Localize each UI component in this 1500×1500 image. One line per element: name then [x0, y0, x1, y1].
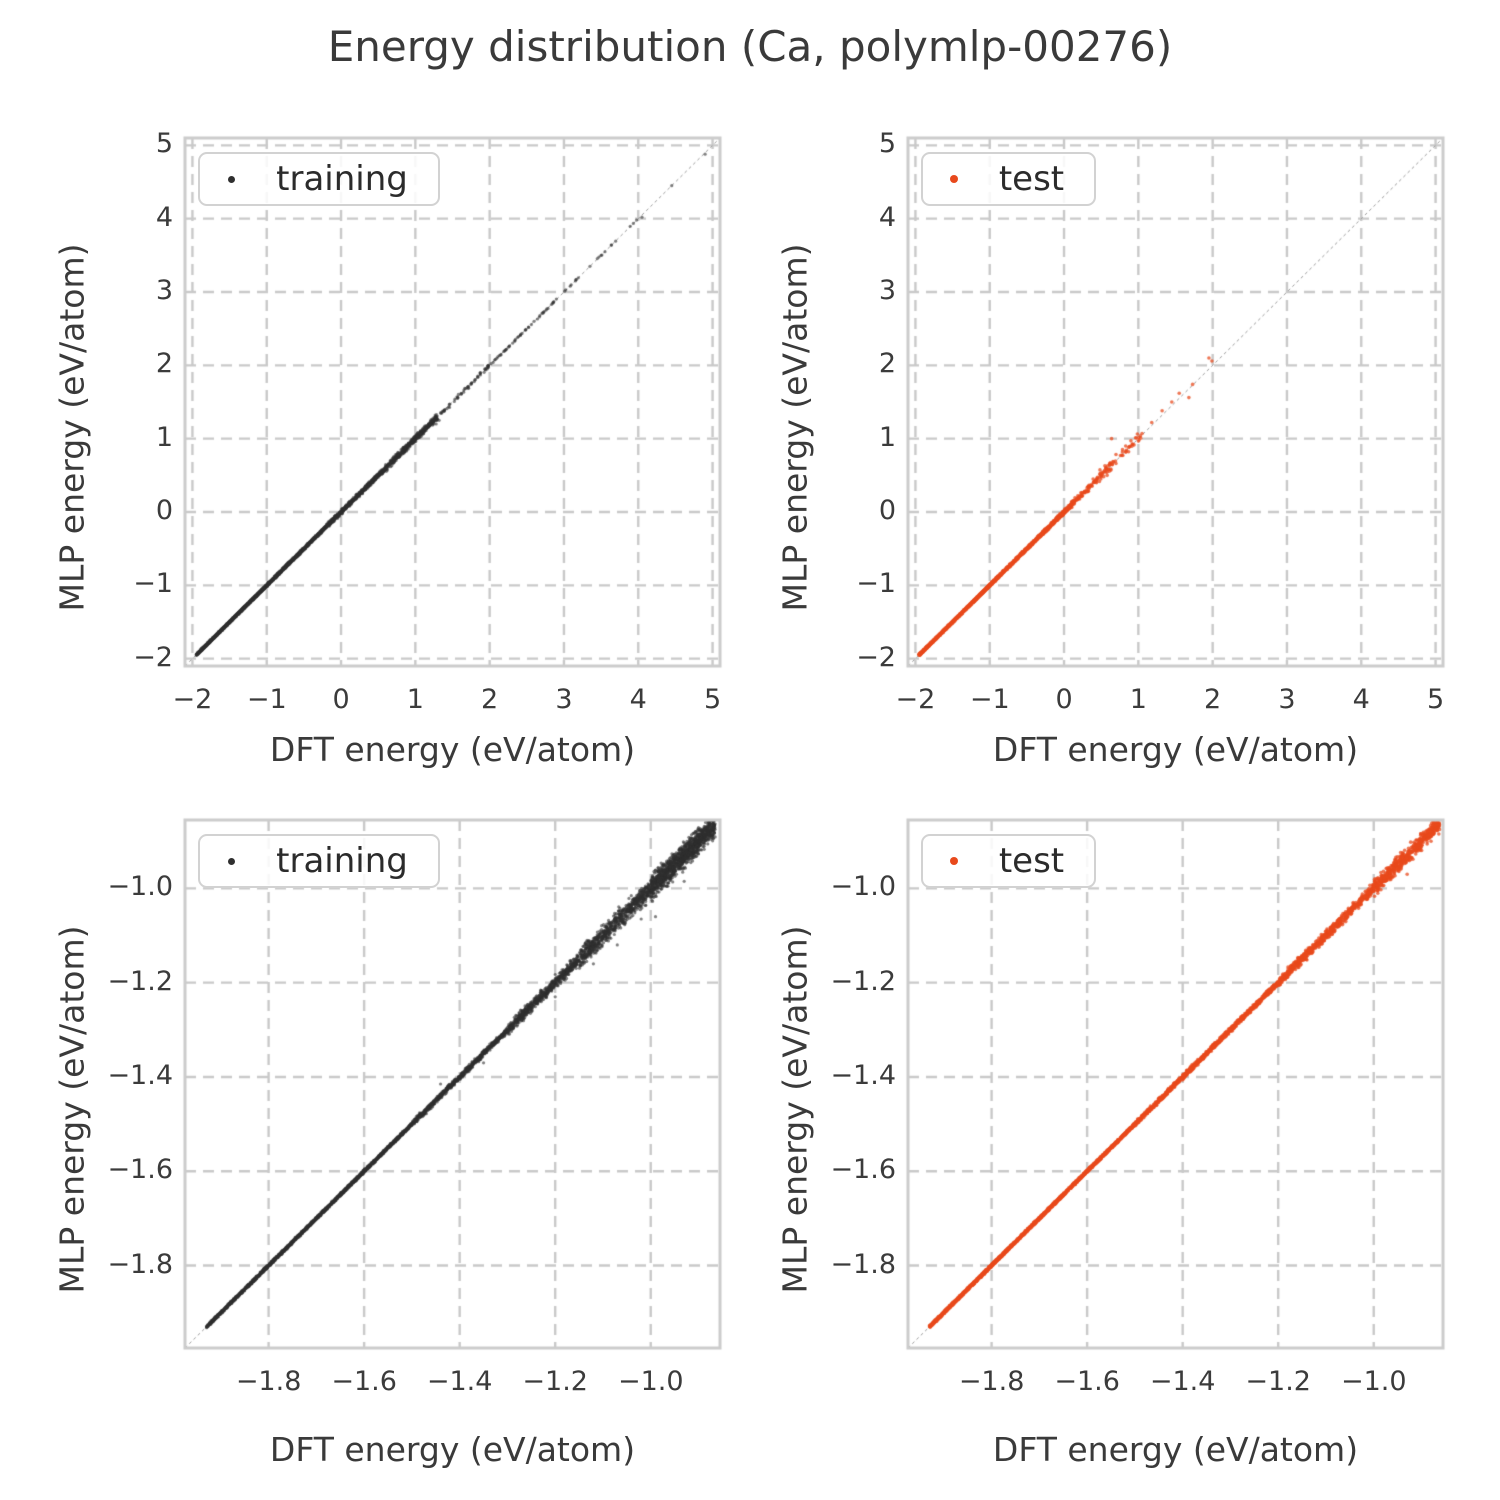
x-tick-label: 3 [1278, 684, 1296, 715]
x-tick-label: −1.6 [331, 1366, 397, 1397]
x-tick-label: 1 [1129, 684, 1147, 715]
x-tick-label: −1.2 [522, 1366, 588, 1397]
y-tick-label: −1.8 [107, 1248, 173, 1280]
y-tick-label: 0 [878, 495, 896, 526]
y-tick-label: −1 [133, 568, 173, 600]
y-tick-label: −1.2 [107, 965, 173, 997]
x-tick-label: 2 [481, 684, 499, 715]
x-tick-label: 0 [1055, 684, 1073, 715]
x-axis-label: DFT energy (eV/atom) [269, 1430, 636, 1469]
figure-title: Energy distribution (Ca, polymlp-00276) [327, 22, 1173, 71]
legend-marker-cell [200, 175, 262, 183]
y-tick-label: −1.4 [830, 1059, 896, 1091]
x-tick-label: 4 [1352, 684, 1370, 715]
x-tick-label: −1 [969, 684, 1010, 715]
legend-label: training [276, 159, 408, 199]
x-axis-label: DFT energy (eV/atom) [992, 1430, 1359, 1469]
x-tick-label: 3 [555, 684, 573, 715]
y-tick-label: 3 [155, 275, 173, 306]
training-marker-icon [227, 175, 235, 183]
y-tick-label: −1 [856, 568, 896, 600]
x-tick-label: −2 [172, 684, 213, 715]
legend-box: training [198, 152, 440, 206]
x-axis-label: DFT energy (eV/atom) [992, 730, 1359, 769]
y-tick-label: 5 [155, 128, 173, 160]
legend-marker-cell [200, 857, 262, 865]
y-tick-label: 2 [878, 348, 896, 380]
test-marker-icon [950, 175, 958, 183]
subplot-top-right: MLP energy (eV/atom) DFT energy (eV/atom… [750, 100, 1500, 782]
x-tick-label: 4 [629, 684, 647, 715]
x-tick-label: −1.8 [235, 1366, 302, 1397]
x-tick-label: 5 [1426, 684, 1445, 715]
x-tick-label: −1.4 [426, 1366, 493, 1397]
y-tick-label: 5 [878, 128, 896, 160]
legend-label: test [998, 159, 1065, 199]
y-tick-label: 4 [155, 201, 173, 233]
training-marker-icon [227, 857, 235, 865]
legend-box: test [921, 152, 1096, 206]
y-tick-label: −2 [856, 641, 896, 673]
y-tick-label: 1 [155, 421, 173, 453]
x-tick-label: 1 [406, 684, 424, 715]
x-tick-label: −1.0 [617, 1366, 684, 1397]
legend-label: training [276, 841, 408, 881]
x-axis-label: DFT energy (eV/atom) [269, 730, 636, 769]
x-tick-label: −1.4 [1149, 1366, 1216, 1397]
scatter-canvas [750, 782, 1500, 1500]
y-tick-label: −1.8 [830, 1248, 896, 1280]
x-tick-label: −1.2 [1245, 1366, 1311, 1397]
y-tick-label: 4 [878, 201, 896, 233]
y-tick-label: 3 [878, 275, 896, 306]
y-tick-label: 2 [155, 348, 173, 380]
y-tick-label: 1 [878, 421, 896, 453]
legend-marker-cell [923, 175, 985, 183]
y-tick-label: −1.6 [830, 1154, 896, 1186]
y-tick-label: −1.6 [107, 1154, 173, 1186]
y-tick-label: −1.2 [830, 965, 896, 997]
x-tick-label: −1.0 [1340, 1366, 1407, 1397]
x-tick-label: −1 [246, 684, 287, 715]
x-tick-label: −1.8 [958, 1366, 1025, 1397]
legend-box: test [921, 834, 1096, 888]
legend-box: training [198, 834, 440, 888]
y-tick-label: −2 [133, 641, 173, 673]
y-tick-label: −1.4 [107, 1059, 173, 1091]
subplot-bottom-right: MLP energy (eV/atom) DFT energy (eV/atom… [750, 782, 1500, 1500]
x-tick-label: 0 [332, 684, 350, 715]
x-tick-label: −1.6 [1054, 1366, 1120, 1397]
legend-label: test [998, 841, 1065, 881]
scatter-canvas [750, 100, 1500, 782]
subplot-bottom-left: MLP energy (eV/atom) DFT energy (eV/atom… [0, 782, 750, 1500]
scatter-canvas [0, 100, 750, 782]
x-tick-label: −2 [895, 684, 936, 715]
y-axis-label: MLP energy (eV/atom) [775, 925, 815, 1294]
legend-marker-cell [923, 857, 985, 865]
y-axis-label: MLP energy (eV/atom) [52, 925, 92, 1294]
test-marker-icon [950, 857, 958, 865]
scatter-canvas [0, 782, 750, 1500]
y-tick-label: −1.0 [830, 871, 896, 903]
x-tick-label: 2 [1204, 684, 1222, 715]
y-tick-label: 0 [155, 495, 173, 526]
y-tick-label: −1.0 [107, 871, 173, 903]
x-tick-label: 5 [703, 684, 722, 715]
subplot-top-left: MLP energy (eV/atom) DFT energy (eV/atom… [0, 100, 750, 782]
